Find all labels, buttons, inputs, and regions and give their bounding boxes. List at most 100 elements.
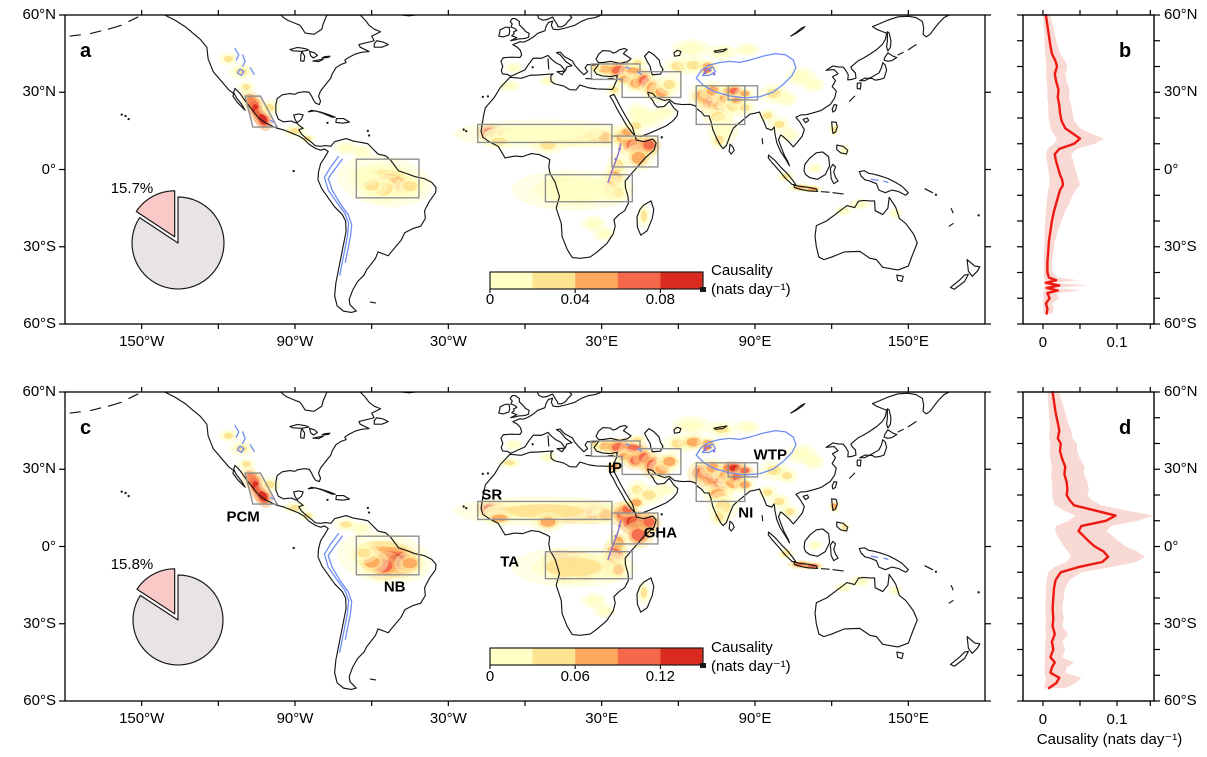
region-box-sr (478, 124, 612, 142)
causality-hotspot-core (223, 432, 234, 439)
island-dot (127, 494, 130, 498)
coastline (837, 522, 848, 531)
island-dot (660, 513, 663, 516)
island-dot (481, 472, 484, 476)
lon-tick-label: 150°W (119, 710, 165, 727)
coastline (499, 404, 510, 414)
coastline (898, 52, 903, 55)
causality-hotspot-core (626, 67, 641, 77)
colorbar-tick-label: 0.12 (645, 668, 675, 685)
island-dot (486, 95, 490, 98)
coastline (674, 50, 681, 56)
causality-hotspot-core (767, 465, 782, 476)
island-dot (292, 546, 295, 550)
region-box-gha (612, 513, 658, 544)
causality-hotspot-core (502, 127, 584, 141)
elevation-contour (250, 68, 254, 74)
profile-lat-tick-label: 60°S (1164, 692, 1197, 709)
colorbar-frame-a (489, 271, 704, 290)
causality-hotspot-core (763, 489, 773, 496)
profile-lat-tick-label: 0° (1164, 160, 1179, 178)
contour-dot (703, 448, 707, 452)
coastline (857, 83, 861, 89)
coastline (557, 448, 565, 452)
causality-hotspot-core (659, 109, 670, 117)
elevation-contour (324, 534, 348, 652)
coastline (481, 15, 949, 258)
elevation-contour (235, 425, 239, 437)
colorbar-tick-label: 0 (485, 291, 495, 308)
lat-tick-label: 30°N (22, 83, 56, 101)
island-dot (367, 134, 371, 137)
coastline (897, 652, 903, 658)
region-box-ta (545, 552, 632, 579)
causality-hotspot-core (793, 449, 809, 459)
lat-tick-label: 30°N (22, 460, 56, 478)
island-dot (127, 117, 130, 121)
contour-dot (709, 446, 712, 449)
coastline (637, 578, 654, 612)
island-dot (366, 129, 369, 133)
contour-dot (703, 71, 707, 75)
rift-contour (608, 144, 621, 183)
coastline (859, 548, 908, 572)
coastline (510, 19, 529, 41)
coastline (832, 122, 838, 134)
lat-tick-label: 30°S (23, 237, 56, 255)
coastline (596, 48, 631, 63)
coastline (815, 197, 917, 270)
elevation-contour (696, 54, 796, 98)
coastline (762, 139, 763, 144)
causality-hotspot-core (663, 79, 676, 90)
colorbar-title-a-line2: (nats day⁻¹) (711, 281, 791, 298)
elevation-contour (324, 157, 348, 275)
island-dot (120, 113, 123, 116)
island-dot (326, 121, 329, 125)
causality-hotspot-core (402, 558, 418, 569)
colorbar-segment (617, 648, 661, 665)
coastline (129, 394, 138, 398)
lat-tick-label: 60°N (22, 383, 56, 400)
coastline (803, 495, 809, 500)
coastline (108, 25, 121, 29)
region-label-sr: SR (481, 486, 503, 504)
region-box-pcm (245, 473, 277, 504)
coastline (794, 185, 818, 191)
causality-hotspot-core (545, 557, 602, 577)
panel-d-xaxis-title: Causality (nats day⁻¹) (1036, 731, 1183, 748)
panel-letter-a: a (80, 40, 92, 62)
colorbar-segment (575, 272, 619, 289)
island-dot (531, 443, 534, 446)
coastline (821, 569, 829, 570)
coastline (908, 45, 916, 50)
coastline (301, 429, 305, 439)
causality-hotspot-core (729, 87, 740, 95)
colorbar-tick-label: 0 (485, 668, 495, 685)
causality-hotspot-core (781, 95, 793, 103)
colorbar-segment (575, 648, 619, 665)
lon-tick-label: 90°E (738, 710, 772, 727)
island-dot (660, 136, 663, 139)
causality-hotspot-core (613, 187, 624, 198)
causality-hotspot-core (509, 65, 518, 71)
causality-hotspot-core (242, 461, 251, 467)
island-dot (124, 114, 127, 118)
coastline (91, 31, 101, 34)
region-label-nb: NB (383, 578, 406, 596)
colorbar-end-marker (700, 287, 706, 292)
contour-dot (709, 69, 712, 72)
panel-letter-d: d (1119, 417, 1132, 439)
causality-hotspot-core (364, 179, 380, 191)
coastline (857, 460, 861, 466)
profile-x-tick-label: 0 (1038, 334, 1048, 351)
causality-hotspot-core (741, 423, 753, 430)
profile-lat-tick-label: 30°S (1164, 237, 1197, 255)
coastline (336, 496, 350, 501)
island-dot (934, 570, 938, 573)
causality-hotspot-core (671, 62, 686, 71)
pie-remainder-c (132, 574, 224, 666)
coastline (290, 424, 309, 428)
causality-hotspot-core (631, 499, 642, 507)
causality-hotspot-core (223, 55, 234, 62)
panel-letter-b: b (1119, 40, 1132, 62)
